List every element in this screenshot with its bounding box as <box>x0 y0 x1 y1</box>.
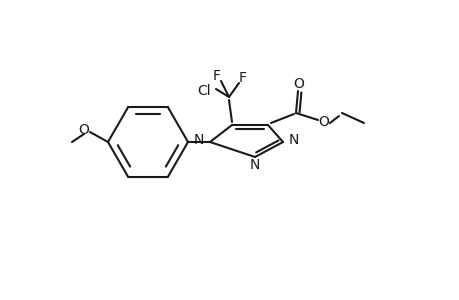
Text: O: O <box>78 123 89 137</box>
Text: F: F <box>213 69 220 83</box>
Text: O: O <box>293 77 304 91</box>
Text: N: N <box>193 133 203 147</box>
Text: N: N <box>288 133 299 147</box>
Text: F: F <box>239 71 246 85</box>
Text: Cl: Cl <box>197 84 210 98</box>
Text: O: O <box>318 115 329 129</box>
Text: N: N <box>249 158 260 172</box>
